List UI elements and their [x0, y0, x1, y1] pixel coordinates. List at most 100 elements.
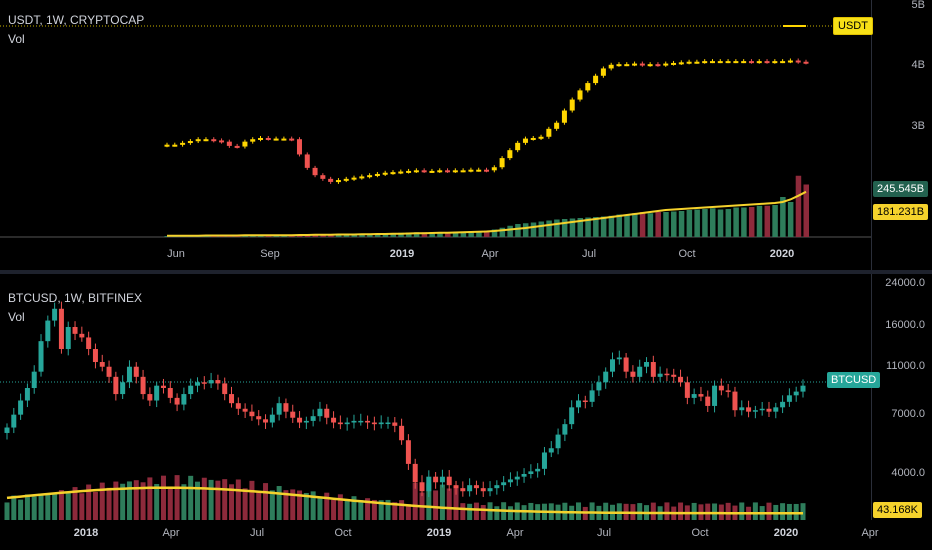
usdt-volume-bar [616, 214, 622, 237]
btc-volume-bar [38, 493, 44, 520]
btc-volume-bar [65, 492, 71, 520]
btc-candle [45, 320, 51, 342]
btc-candle [31, 371, 37, 389]
usdt-candle [655, 64, 661, 67]
btc-candle [378, 422, 384, 425]
usdt-volume-bar [476, 231, 482, 237]
usdt-volume-bar [522, 223, 529, 237]
btc-volume-bar [222, 479, 228, 520]
btc-time-label: Apr [861, 527, 879, 539]
usdt-tick-5b: 5B [911, 0, 925, 11]
btc-volume-bar [256, 491, 262, 520]
usdt-candle [593, 75, 599, 84]
btc-volume-bar [174, 475, 180, 520]
btc-volume-bar [426, 483, 432, 520]
usdt-candle [180, 142, 186, 145]
btc-time-label: 2019 [426, 527, 452, 539]
btc-candle [303, 420, 309, 423]
usdt-volume-bar [406, 232, 412, 237]
btc-candle [201, 382, 207, 384]
usdt-candle [780, 61, 786, 64]
btc-candle [18, 400, 24, 415]
btc-volume-bar [99, 482, 105, 520]
usdt-candle [678, 62, 684, 65]
usdt-chart-pane[interactable]: USDT, 1W, CRYPTOCAP Vol [0, 0, 871, 270]
btc-volume-bar [45, 493, 51, 520]
usdt-volume-bar [671, 211, 677, 237]
usdt-candle [491, 167, 497, 171]
usdt-volume-bar [795, 175, 802, 237]
btc-time-axis[interactable]: 2018 Apr Jul Oct 2019 Apr Jul Oct 2020 A… [0, 520, 932, 550]
usdt-candle [320, 175, 326, 179]
usdt-candle [561, 110, 567, 123]
usdt-price-axis[interactable]: 5B 4B 3B USDT 245.545B 181.231B [833, 0, 932, 270]
btc-chart-svg [0, 301, 871, 520]
btc-time-label: Apr [162, 527, 180, 539]
usdt-volume-bar [756, 205, 763, 237]
usdt-volume-bar [382, 233, 389, 237]
btc-candle [494, 485, 500, 489]
usdt-candle [577, 90, 583, 100]
btc-volume-bar [385, 499, 391, 520]
usdt-volume-bar [398, 232, 404, 237]
usdt-candle [335, 180, 341, 183]
btc-volume-bar [752, 502, 758, 520]
usdt-candle [756, 61, 762, 64]
btc-volume-bar [351, 496, 357, 520]
usdt-candle [172, 144, 178, 147]
btc-candle [181, 394, 187, 405]
usdt-candle [507, 150, 513, 159]
usdt-candle [639, 63, 645, 66]
btc-candle [712, 385, 718, 406]
btc-volume-bar [337, 494, 343, 520]
btc-volume-bar [603, 502, 609, 520]
btc-candle [92, 349, 98, 363]
usdt-volume-bar [445, 232, 451, 237]
usdt-candle [717, 61, 723, 64]
usdt-candle [382, 172, 388, 175]
btc-candle [610, 359, 616, 372]
btc-volume-bar [106, 487, 112, 520]
btc-volume-bar [242, 488, 248, 520]
btc-price-axis[interactable]: 24000.0 16000.0 11000.0 7000.0 4000.0 BT… [827, 274, 932, 524]
btc-volume-bar [24, 494, 30, 520]
usdt-symbol-title: USDT, 1W, CRYPTOCAP [8, 13, 145, 27]
usdt-volume-bar [709, 208, 716, 237]
usdt-candle [234, 145, 240, 148]
usdt-time-axis[interactable]: Jun Sep 2019 Apr Jul Oct 2020 [0, 240, 871, 270]
btc-candle [793, 391, 799, 396]
usdt-candle [406, 170, 412, 173]
btc-chart-pane[interactable]: BTCUSD, 1W, BITFINEX Vol [0, 274, 871, 524]
usdt-volume-bar [678, 211, 685, 237]
btc-candle [188, 385, 194, 395]
usdt-volume-bar [577, 218, 584, 237]
btc-volume-bar [637, 503, 643, 520]
usdt-candle [359, 176, 365, 179]
btc-candle [399, 425, 405, 441]
usdt-tick-4b: 4B [911, 59, 925, 71]
usdt-candle [803, 61, 809, 64]
btc-volume-bar [147, 477, 153, 520]
btc-volume-bar [310, 491, 316, 520]
usdt-volume-bar [702, 209, 708, 237]
usdt-volume-bar [694, 209, 700, 237]
usdt-time-label: Jun [167, 248, 185, 260]
btc-candle [324, 408, 330, 418]
btc-candle [773, 407, 779, 412]
btc-candle [786, 395, 792, 402]
btc-candle [752, 410, 758, 412]
btc-volume-bar [120, 483, 126, 520]
btc-candle [235, 403, 241, 409]
usdt-candle [787, 60, 793, 63]
btc-candle [521, 474, 527, 477]
btc-volume-bar [269, 490, 275, 520]
btc-volume-bar [473, 502, 479, 520]
btc-candle [780, 401, 786, 408]
pane-separator[interactable] [0, 270, 932, 274]
btc-candle [473, 485, 479, 489]
btc-volume-tag: 43.168K [873, 502, 922, 518]
usdt-tick-3b: 3B [911, 120, 925, 132]
btc-volume-bar [249, 480, 255, 520]
usdt-candle [733, 61, 739, 64]
btc-volume-bar [800, 503, 806, 520]
